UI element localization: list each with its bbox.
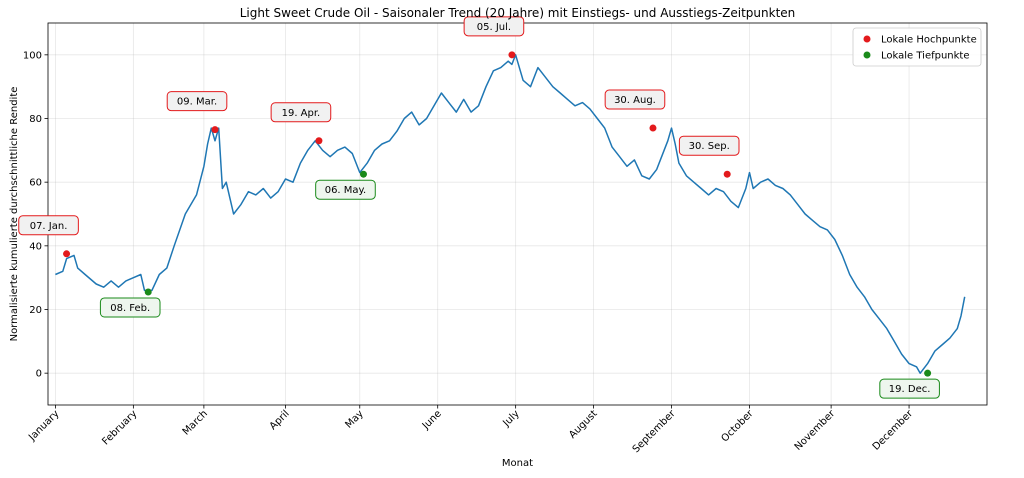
- annotation-box: [463, 16, 525, 37]
- x-tick-label: April: [268, 408, 292, 432]
- high-date-label: 07. Jan.: [30, 221, 68, 232]
- legend-low-marker: [863, 51, 871, 59]
- x-tick-label: March: [181, 408, 210, 437]
- extremum-markers: [63, 51, 932, 377]
- legend: Lokale Hochpunkte Lokale Tiefpunkte: [852, 27, 982, 67]
- y-tick-label: 20: [29, 305, 42, 316]
- annotation-box: [315, 179, 376, 200]
- local-high-marker: [63, 250, 71, 258]
- local-high-marker: [211, 126, 219, 134]
- axis-ticks: 0 20 40 60 80 100 January February March April May…: [23, 50, 916, 455]
- low-date-label: 19. Dec.: [889, 384, 931, 395]
- plot-area-frame: [47, 22, 988, 406]
- low-date-label: 08. Feb.: [110, 303, 150, 314]
- y-tick-label: 60: [29, 178, 42, 189]
- x-tick-label: August: [567, 408, 600, 441]
- legend-high-marker: [863, 35, 871, 43]
- annotation-box: [270, 102, 332, 123]
- high-date-label: 09. Mar.: [177, 97, 217, 108]
- x-tick-label: January: [26, 408, 61, 443]
- annotation-box: [99, 297, 161, 318]
- gridlines: [48, 23, 987, 405]
- high-date-label: 05. Jul.: [477, 22, 511, 33]
- y-tick-label: 100: [23, 50, 42, 61]
- local-high-marker: [723, 170, 731, 178]
- x-tick-label: May: [343, 408, 365, 430]
- high-date-label: 30. Aug.: [614, 95, 656, 106]
- date-annotations: 07. Jan. 09. Mar. 19. Apr. 05. Jul. 30. Aug.…: [18, 16, 940, 399]
- local-low-marker: [359, 170, 367, 178]
- chart-title: Light Sweet Crude Oil - Saisonaler Trend…: [240, 6, 796, 20]
- legend-high-label: Lokale Hochpunkte: [881, 35, 977, 46]
- annotation-box: [678, 135, 740, 156]
- y-tick-label: 0: [36, 369, 42, 380]
- annotation-box: [18, 215, 79, 236]
- y-axis-title: Normalisierte kumulierte durchschnittlic…: [9, 87, 20, 342]
- local-low-marker: [144, 288, 152, 296]
- x-axis-title: Monat: [502, 458, 533, 469]
- x-tick-label: February: [100, 408, 139, 447]
- annotation-box: [166, 91, 228, 112]
- low-date-label: 06. May.: [325, 185, 367, 196]
- annotation-box: [879, 378, 940, 399]
- legend-low-label: Lokale Tiefpunkte: [881, 51, 970, 62]
- x-tick-label: December: [871, 408, 916, 453]
- local-high-marker: [315, 137, 323, 145]
- x-tick-label: July: [501, 408, 522, 429]
- local-low-marker: [924, 369, 932, 377]
- local-high-marker: [508, 51, 516, 59]
- x-tick-label: November: [793, 408, 838, 453]
- high-date-label: 19. Apr.: [282, 108, 321, 119]
- annotation-box: [604, 89, 666, 110]
- x-tick-label: June: [420, 408, 444, 432]
- y-tick-label: 80: [29, 114, 42, 125]
- seasonal-trend-line: [55, 54, 966, 374]
- x-tick-label: October: [720, 408, 757, 445]
- y-tick-label: 40: [29, 241, 42, 252]
- legend-box: [852, 27, 982, 67]
- x-tick-label: September: [631, 408, 678, 455]
- local-high-marker: [649, 124, 657, 132]
- high-date-label: 30. Sep.: [689, 141, 730, 152]
